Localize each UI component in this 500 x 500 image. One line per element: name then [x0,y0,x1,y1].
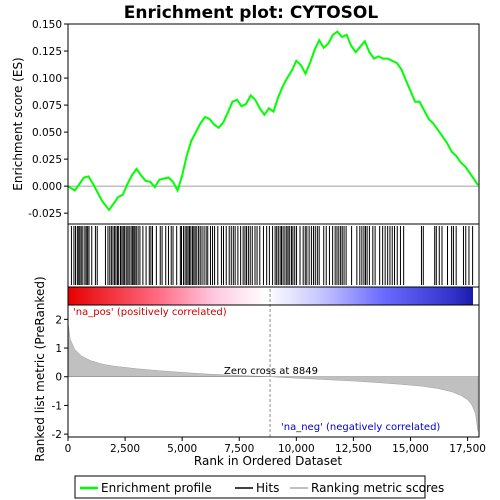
hits-panel [67,223,480,288]
x-tick-label: 7,500 [224,443,254,455]
es-panel: -0.025 0.000 0.025 0.050 0.075 0.100 0.125 0.15… [11,19,480,225]
legend-profile-label: Enrichment profile [101,481,212,495]
metric-panel-frame [67,304,480,438]
legend-box [74,475,426,499]
metric-y-tick-label: -2 [52,429,62,441]
x-tick-label: 10,000 [278,443,315,455]
es-y-tick-label: 0.050 [32,127,62,139]
x-tick-label: 15,000 [392,443,429,455]
color-bar-panel [67,286,480,306]
es-panel-frame [67,23,480,225]
metric-y-tick-label: 1 [55,343,62,355]
chart-title: Enrichment plot: CYTOSOL [124,3,379,23]
metric-y-tick-label: 2 [55,314,62,326]
es-y-tick-label: 0.125 [32,46,62,58]
x-tick-label: 5,000 [167,443,197,455]
legend: Enrichment profile Hits Ranking metric s… [74,475,444,499]
x-axis-label: Rank in Ordered Dataset [194,454,342,468]
es-y-axis: -0.025 0.000 0.025 0.050 0.075 0.100 0.125 0.15… [28,19,68,220]
es-y-tick-label: -0.025 [28,208,62,220]
metric-y-axis: -2 -1 0 1 2 [52,314,68,441]
hit-markers [70,226,474,285]
x-tick-label: 12,500 [335,443,372,455]
es-y-tick-label: 0.075 [32,100,62,112]
es-y-tick-label: 0.100 [32,73,62,85]
negative-correlation-label: 'na_neg' (negatively correlated) [281,422,440,433]
es-y-tick-label: 0.025 [32,154,62,166]
x-tick-label: 2,500 [110,443,140,455]
es-y-tick-label: 0.150 [32,19,62,31]
es-y-axis-label: Enrichment score (ES) [11,57,25,190]
metric-y-axis-label: Ranked list metric (PreRanked) [33,276,47,461]
zero-cross-label: Zero cross at 8849 [224,366,318,377]
enrichment-profile-line [67,30,479,212]
metric-y-tick-label: 0 [55,372,62,384]
legend-metric-label: Ranking metric scores [311,481,444,495]
es-y-tick-label: 0.000 [32,181,62,193]
legend-hits-label: Hits [256,481,279,495]
positive-correlation-label: 'na_pos' (positively correlated) [73,307,227,318]
metric-panel: -2 -1 0 1 2 'na_pos' (positively correlated)… [33,276,480,462]
metric-y-tick-label: -1 [52,400,62,412]
x-axis: 0 2,500 5,000 7,500 10,000 12,500 15,000 17,500 [65,437,486,455]
x-tick-label: 0 [65,443,72,455]
x-tick-label: 17,500 [449,443,486,455]
